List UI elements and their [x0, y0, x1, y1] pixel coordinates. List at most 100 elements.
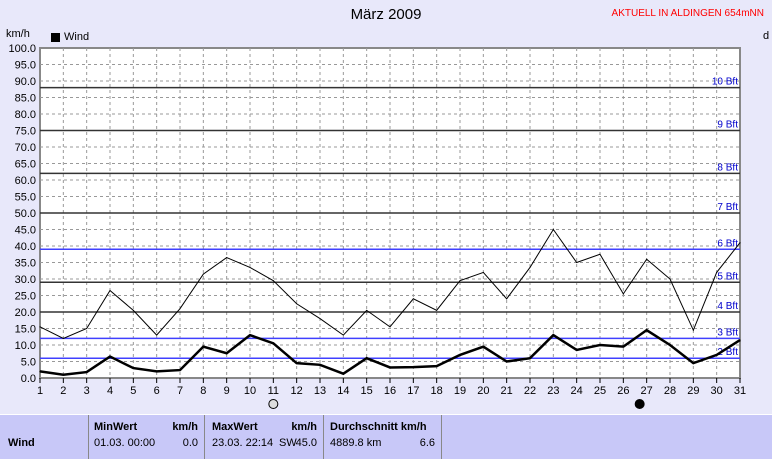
data-point [366, 309, 368, 311]
y-tick-label: 35.0 [15, 258, 36, 270]
data-point [319, 364, 321, 366]
data-point [692, 362, 694, 364]
y-tick-label: 10.0 [15, 340, 36, 352]
y-tick-label: 70.0 [15, 142, 36, 154]
y-tick-label: 40.0 [15, 241, 36, 253]
y-tick-label: 25.0 [15, 291, 36, 303]
beaufort-label: 7 Bft [717, 202, 738, 213]
data-point [249, 334, 251, 336]
data-point [716, 354, 718, 356]
avg-distance: 4889.8 km [330, 437, 382, 449]
data-point [552, 229, 554, 230]
data-point [599, 253, 601, 255]
x-tick-label: 26 [617, 385, 629, 397]
data-point [342, 334, 344, 336]
station-label: AKTUELL IN ALDINGEN 654mNN [611, 8, 764, 19]
x-tick-label: 14 [337, 385, 349, 397]
data-point [272, 280, 274, 282]
data-point [342, 373, 344, 375]
y-tick-label: 65.0 [15, 159, 36, 171]
x-tick-label: 23 [547, 385, 559, 397]
data-point [39, 326, 41, 328]
data-point [669, 344, 671, 346]
data-point [482, 271, 484, 273]
data-point [669, 278, 671, 280]
data-point [109, 290, 111, 292]
row-label: Wind [8, 437, 35, 449]
x-tick-label: 6 [154, 385, 160, 397]
x-tick-label: 13 [314, 385, 326, 397]
data-point [296, 362, 298, 364]
legend-label: Wind [64, 31, 90, 43]
y-axis-label: km/h [6, 28, 30, 40]
x-tick-label: 8 [200, 385, 206, 397]
x-tick-label: 7 [177, 385, 183, 397]
data-point [202, 346, 204, 348]
wind-chart: 1 2 3 4 5 6 7 8 9 10 11 12 13 14 15 16 17 18 19 20 21 22 23 24 2… [8, 43, 746, 409]
data-point [179, 308, 181, 310]
data-point [552, 334, 554, 336]
y-tick-label: 75.0 [15, 126, 36, 138]
beaufort-label: 4 Bft [717, 301, 738, 312]
avg-header: Durchschnitt km/h [330, 421, 427, 433]
data-point [412, 298, 414, 300]
data-point [459, 354, 461, 356]
data-point [156, 370, 158, 372]
data-point [529, 266, 531, 268]
data-point [389, 366, 391, 368]
data-point [109, 356, 111, 358]
x-tick-label: 9 [224, 385, 230, 397]
stats-table: Wind MinWert km/h 01.03. 00:00 0.0 MaxWe… [0, 414, 772, 459]
x-tick-label: 12 [291, 385, 303, 397]
x-tick-label: 30 [711, 385, 723, 397]
y-tick-label: 20.0 [15, 307, 36, 319]
beaufort-label: 2 Bft [717, 347, 738, 358]
data-point [436, 365, 438, 367]
x-tick-label: 4 [107, 385, 113, 397]
beaufort-label: 9 Bft [717, 120, 738, 131]
data-point [412, 366, 414, 368]
data-point [62, 337, 64, 339]
right-axis-label: d [763, 30, 770, 42]
data-point [599, 344, 601, 346]
y-tick-label: 50.0 [15, 208, 36, 220]
data-point [202, 273, 204, 275]
y-tick-label: 100.0 [8, 43, 36, 55]
x-tick-label: 27 [641, 385, 653, 397]
y-tick-label: 45.0 [15, 225, 36, 237]
data-point [156, 334, 158, 336]
x-tick-label: 24 [571, 385, 583, 397]
data-point [86, 371, 88, 373]
data-point [389, 326, 391, 328]
y-tick-label: 85.0 [15, 93, 36, 105]
min-value: 0.0 [182, 437, 198, 449]
data-point [529, 357, 531, 359]
legend-swatch [51, 33, 60, 42]
data-point [39, 370, 41, 372]
max-direction: SW [279, 437, 297, 449]
beaufort-label: 6 Bft [717, 238, 738, 249]
data-point [576, 349, 578, 351]
x-tick-label: 16 [384, 385, 396, 397]
y-tick-label: 55.0 [15, 192, 36, 204]
data-point [296, 303, 298, 305]
x-tick-label: 18 [431, 385, 443, 397]
data-point [249, 266, 251, 268]
beaufort-label: 8 Bft [717, 162, 738, 173]
x-tick-label: 31 [734, 385, 746, 397]
data-point [226, 352, 228, 354]
max-value: 45.0 [295, 437, 317, 449]
data-point [646, 329, 648, 331]
y-tick-label: 0.0 [21, 373, 36, 385]
y-tick-label: 30.0 [15, 274, 36, 286]
full-moon-icon [268, 399, 279, 409]
data-point [506, 298, 508, 300]
x-tick-label: 10 [244, 385, 256, 397]
data-point [622, 346, 624, 348]
y-tick-label: 15.0 [15, 324, 36, 336]
x-tick-label: 5 [130, 385, 136, 397]
data-point [482, 346, 484, 348]
beaufort-label: 10 Bft [712, 77, 738, 88]
min-header: MinWert [94, 421, 138, 433]
x-tick-label: 25 [594, 385, 606, 397]
